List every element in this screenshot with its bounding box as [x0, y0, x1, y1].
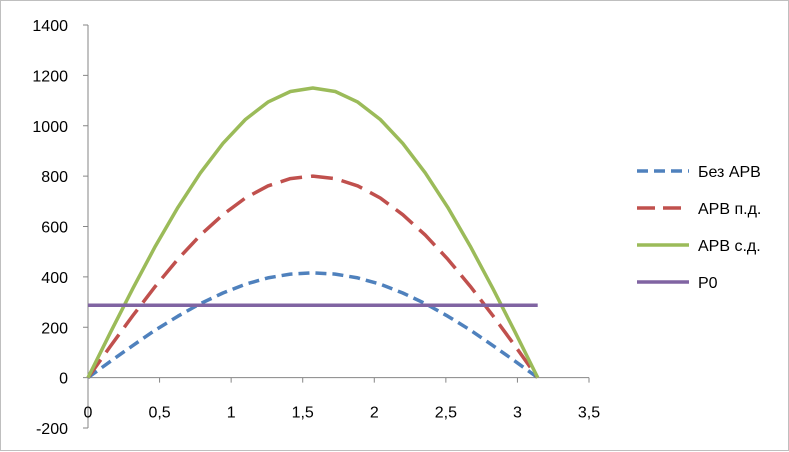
- y-tick-label: 1400: [32, 18, 68, 35]
- legend-label-2: АРВ п.д.: [698, 201, 761, 218]
- x-tick-label: 1: [227, 405, 236, 422]
- x-tick-label: 2,5: [435, 405, 457, 422]
- y-tick-label: 600: [41, 220, 68, 237]
- y-tick-label: 0: [59, 371, 68, 388]
- series-group: [86, 86, 540, 380]
- legend-label-1: Без АРВ: [698, 164, 761, 181]
- x-tick-label: 3,5: [578, 405, 600, 422]
- y-tick-label: 400: [41, 270, 68, 287]
- y-tick-label: 200: [41, 320, 68, 337]
- series-line-3: [86, 86, 540, 379]
- legend-label-4: P0: [698, 275, 718, 292]
- y-tick-label: -200: [36, 421, 68, 438]
- series-line-1: [86, 271, 539, 380]
- y-tick-label: 1000: [32, 119, 68, 136]
- x-tick-label: 0,5: [148, 405, 170, 422]
- x-tick-label: 2: [370, 405, 379, 422]
- y-tick-label: 800: [41, 169, 68, 186]
- x-tick-label: 1,5: [292, 405, 314, 422]
- legend: Без АРВ АРВ п.д. АРВ с.д. P0: [637, 164, 761, 292]
- x-tick-label: 0: [84, 405, 93, 422]
- legend-label-3: АРВ с.д.: [698, 238, 761, 255]
- y-tick-label: 1200: [32, 68, 68, 85]
- x-tick-label: 3: [513, 405, 522, 422]
- axes: -200 0 200 400 600 800 1000 1200 1400 0 0,5 1 1,5 2 2,…: [32, 18, 600, 438]
- series-line-2: [86, 174, 540, 379]
